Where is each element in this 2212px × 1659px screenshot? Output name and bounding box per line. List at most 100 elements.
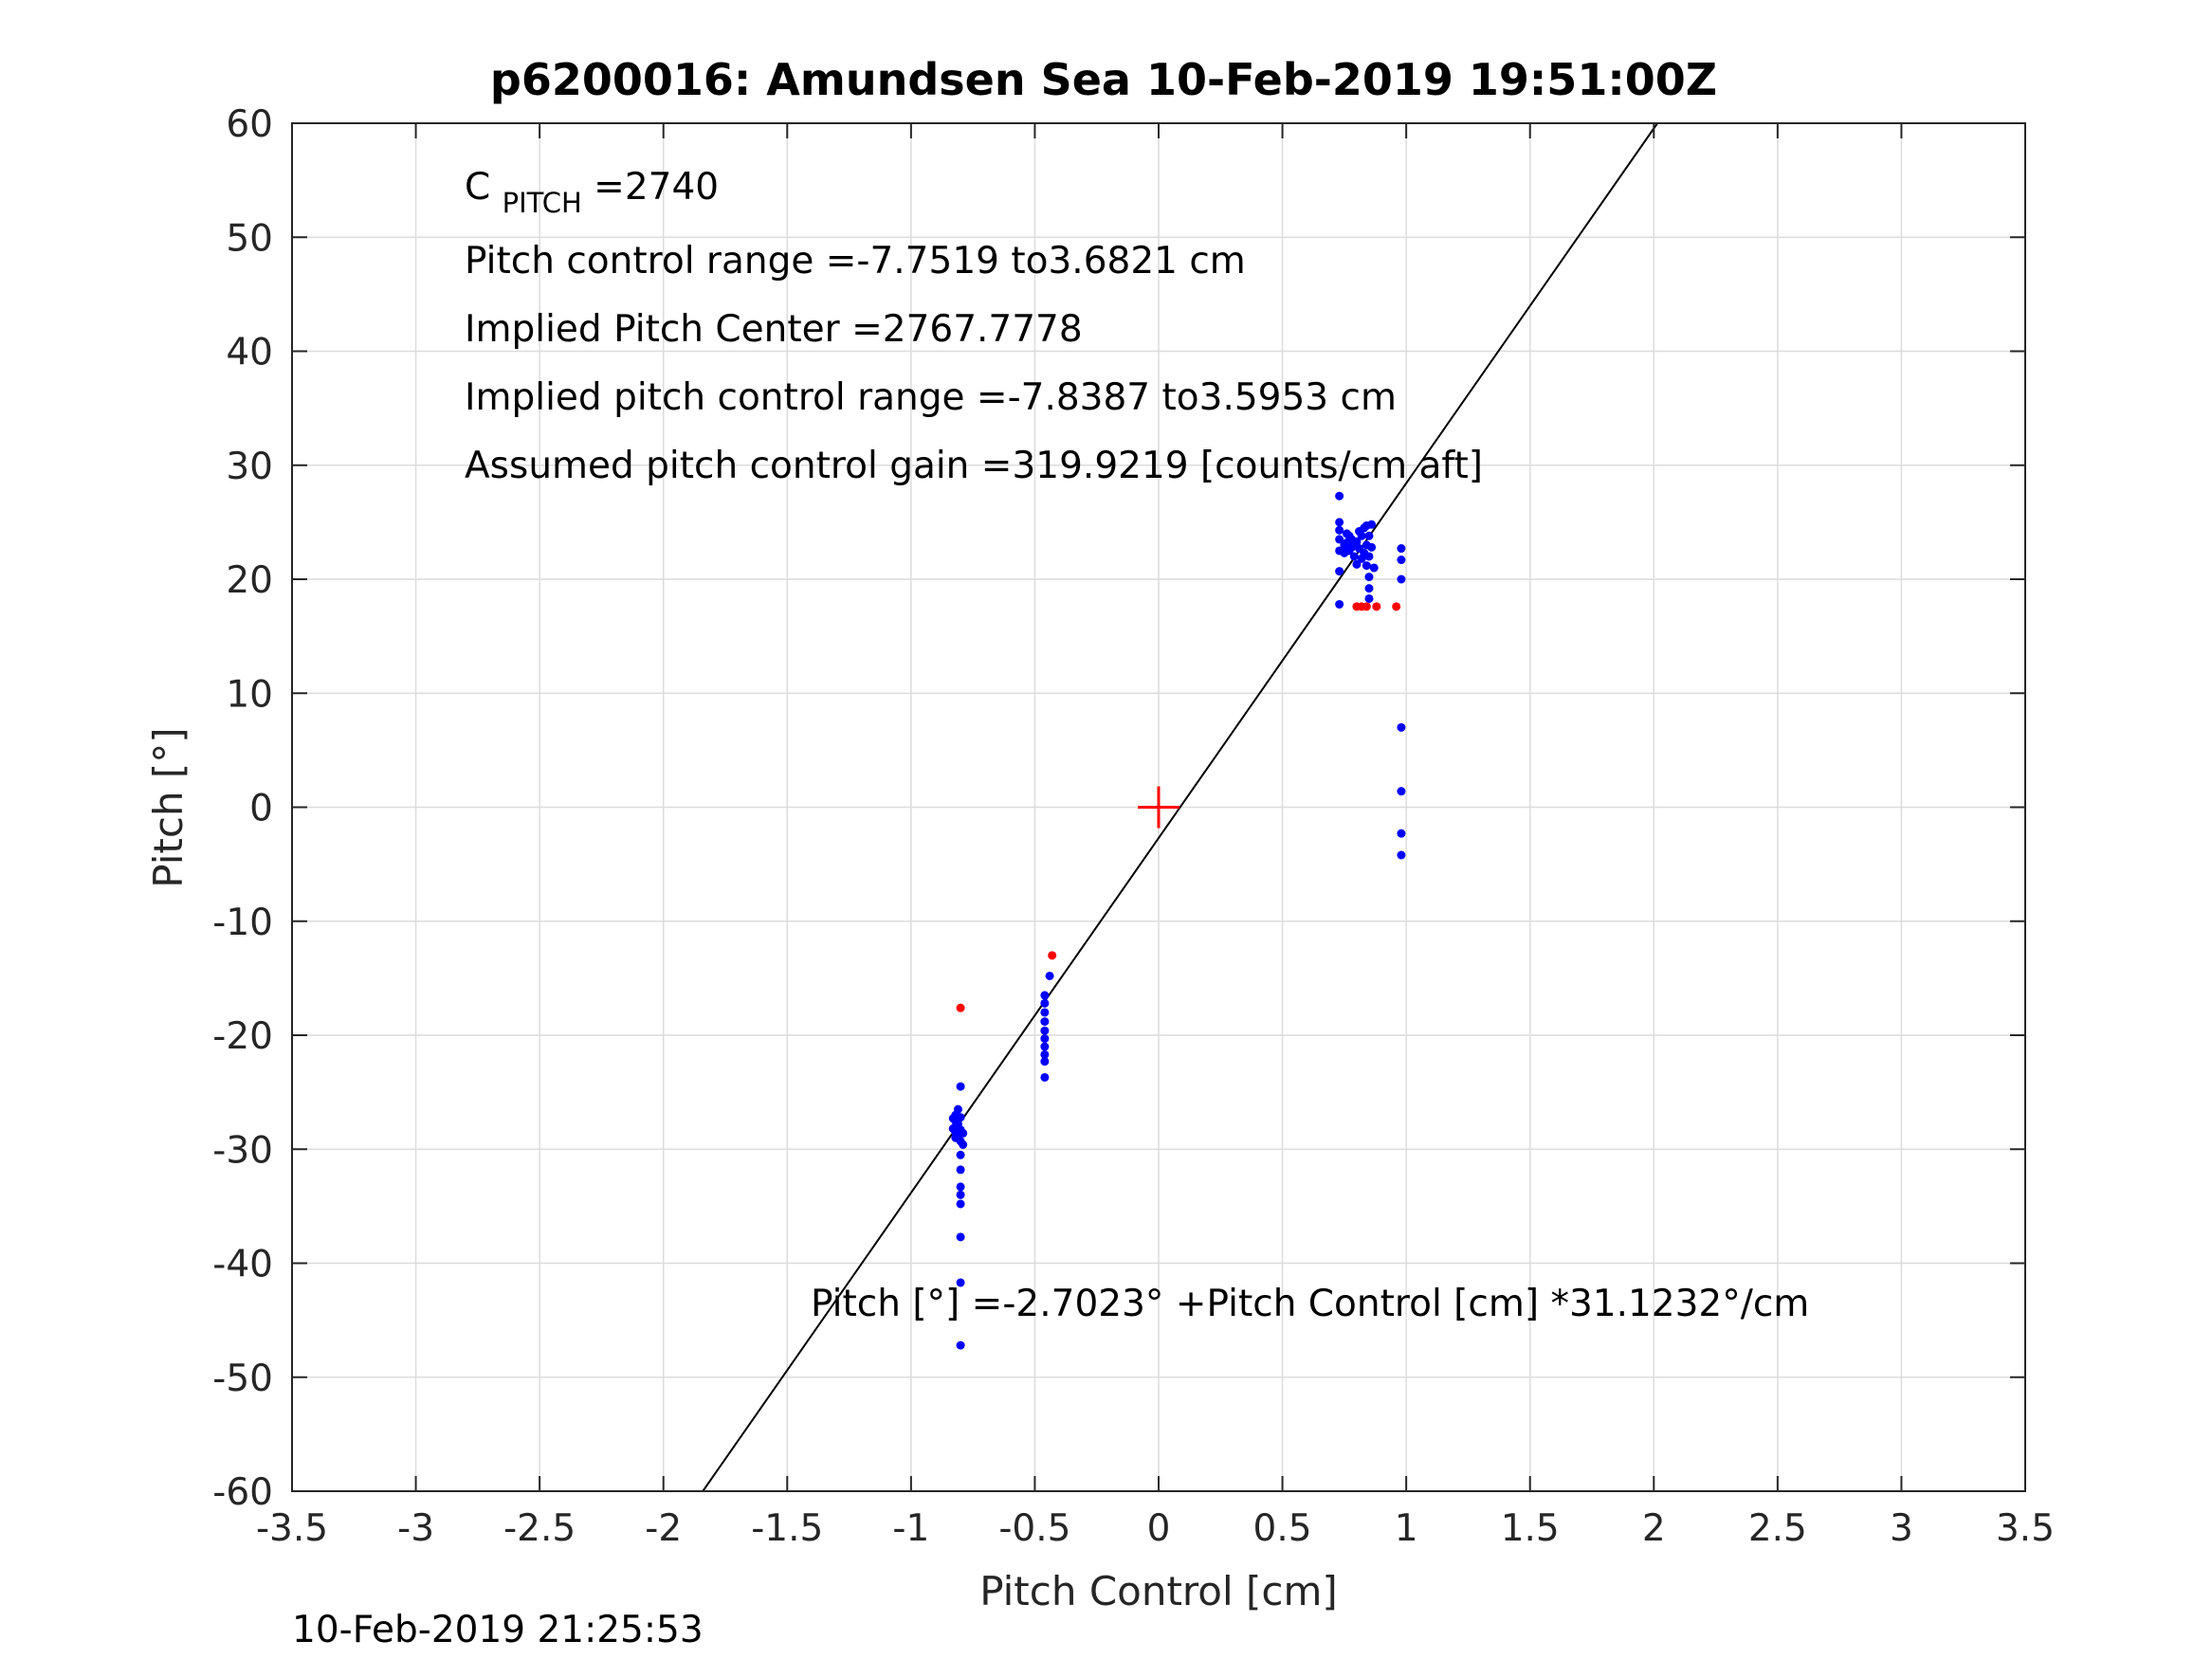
fit-line-layer xyxy=(702,122,1658,1492)
data-point-blue xyxy=(1335,525,1344,535)
pitch-control-range-annotation: Pitch control range =-7.7519 to3.6821 cm xyxy=(465,240,1246,283)
x-tick-label: -3.5 xyxy=(256,1507,328,1550)
x-tick-label: -2 xyxy=(645,1507,682,1550)
y-tick-label: 10 xyxy=(226,673,273,716)
data-point-blue xyxy=(956,1182,965,1192)
y-tick-labels: 60 50 40 30 20 10 0 -10 -20 -30 -40 -50 -60 xyxy=(212,103,273,1514)
y-tick-label: -50 xyxy=(212,1358,273,1400)
data-point-blue xyxy=(1040,1049,1050,1059)
fit-line xyxy=(702,122,1658,1492)
data-point-blue xyxy=(1335,599,1344,609)
data-point-blue xyxy=(1364,552,1374,561)
cpitch-annotation: C PITCH =2740 xyxy=(465,166,719,222)
data-point-red xyxy=(956,1003,965,1012)
x-tick-label: -2.5 xyxy=(503,1507,576,1550)
x-tick-label: -1.5 xyxy=(751,1507,823,1550)
x-tick-label: -3 xyxy=(397,1507,434,1550)
data-point-red xyxy=(1048,951,1057,960)
data-point-blue xyxy=(1335,567,1344,576)
data-point-blue xyxy=(1364,584,1374,593)
y-tick-label: -30 xyxy=(212,1129,273,1172)
data-point-red xyxy=(1392,602,1401,611)
y-tick-label: -60 xyxy=(212,1471,273,1514)
data-point-blue xyxy=(959,1128,968,1138)
cpitch-value: =2740 xyxy=(594,166,719,209)
data-point-blue xyxy=(956,1278,965,1287)
y-tick-label: -40 xyxy=(212,1244,273,1286)
data-point-blue xyxy=(1397,556,1406,565)
x-tick-label: 1.5 xyxy=(1501,1507,1560,1550)
data-point-blue xyxy=(1397,787,1406,796)
data-point-blue xyxy=(1040,998,1050,1008)
y-tick-label: 30 xyxy=(226,446,273,488)
grid xyxy=(291,122,2026,1492)
data-point-blue xyxy=(1335,535,1344,544)
data-point-blue xyxy=(1040,991,1050,1000)
data-point-blue xyxy=(1367,542,1377,552)
data-point-blue xyxy=(1364,531,1374,540)
data-point-blue xyxy=(1040,1057,1050,1066)
data-point-blue xyxy=(1040,1042,1050,1051)
x-axis-label: Pitch Control [cm] xyxy=(979,1568,1338,1614)
data-point-blue xyxy=(956,1113,965,1122)
data-point-blue xyxy=(1335,518,1344,527)
footer-timestamp: 10-Feb-2019 21:25:53 xyxy=(292,1609,704,1651)
data-point-blue xyxy=(956,1232,965,1242)
data-point-blue xyxy=(956,1340,965,1350)
data-point-blue xyxy=(1397,722,1406,732)
y-tick-label: -20 xyxy=(212,1015,273,1058)
data-point-blue xyxy=(1349,552,1359,561)
chart-title: p6200016: Amundsen Sea 10-Feb-2019 19:51… xyxy=(490,54,1717,105)
y-axis-label: Pitch [°] xyxy=(145,727,192,887)
data-point-blue xyxy=(956,1082,965,1091)
data-point-blue xyxy=(1397,544,1406,554)
data-point-blue xyxy=(1040,1008,1050,1017)
data-point-blue xyxy=(948,1114,958,1123)
data-point-blue xyxy=(1357,531,1366,540)
data-point-blue xyxy=(1040,1026,1050,1035)
data-point-blue xyxy=(1335,491,1344,501)
x-tick-labels: -3.5 -3 -2.5 -2 -1.5 -1 -0.5 0 0.5 1 1.5 2 2.5 3 3.5 xyxy=(256,1507,2055,1550)
x-tick-label: 0 xyxy=(1147,1507,1171,1550)
data-point-blue xyxy=(1397,829,1406,838)
y-tick-label: 20 xyxy=(226,559,273,602)
y-tick-label: -10 xyxy=(212,902,273,944)
implied-range-annotation: Implied pitch control range =-7.8387 to3… xyxy=(465,376,1397,419)
data-point-blue xyxy=(959,1139,968,1149)
data-point-blue xyxy=(1040,1017,1050,1027)
data-point-red xyxy=(1362,602,1371,611)
y-tick-label: 40 xyxy=(226,332,273,374)
x-tick-label: -0.5 xyxy=(998,1507,1070,1550)
data-point-blue xyxy=(1364,573,1374,582)
data-point-blue xyxy=(1369,563,1379,573)
data-point-blue xyxy=(953,1104,962,1114)
data-point-red xyxy=(1372,602,1381,611)
data-point-blue xyxy=(1367,520,1377,529)
data-point-blue xyxy=(1397,574,1406,584)
data-point-blue xyxy=(1347,542,1357,552)
x-tick-label: 0.5 xyxy=(1253,1507,1312,1550)
data-point-blue xyxy=(956,1199,965,1209)
data-points xyxy=(948,491,1406,1350)
data-point-blue xyxy=(1045,971,1054,980)
y-tick-label: 0 xyxy=(249,788,273,830)
fit-equation-annotation: Pitch [°] =-2.7023° +Pitch Control [cm] … xyxy=(811,1283,1809,1325)
data-point-blue xyxy=(956,1165,965,1175)
implied-pitch-center-annotation: Implied Pitch Center =2767.7778 xyxy=(465,308,1083,351)
data-point-blue xyxy=(1040,1072,1050,1082)
data-point-blue xyxy=(956,1190,965,1199)
center-marker xyxy=(1138,786,1179,829)
x-tick-label: 2 xyxy=(1642,1507,1666,1550)
y-tick-label: 60 xyxy=(226,103,273,146)
cpitch-base: C xyxy=(465,166,490,209)
data-point-blue xyxy=(956,1150,965,1159)
data-point-blue xyxy=(1362,561,1371,571)
data-point-blue xyxy=(1352,559,1362,569)
x-tick-label: 2.5 xyxy=(1748,1507,1807,1550)
axis-ticks xyxy=(291,122,2026,1492)
gain-annotation: Assumed pitch control gain =319.9219 [co… xyxy=(465,445,1483,487)
cpitch-subscript: PITCH xyxy=(503,187,582,219)
x-tick-label: 3.5 xyxy=(1996,1507,2055,1550)
x-tick-label: 1 xyxy=(1395,1507,1418,1550)
